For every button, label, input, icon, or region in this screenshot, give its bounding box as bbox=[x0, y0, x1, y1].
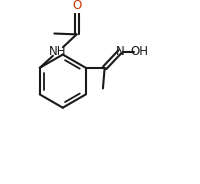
Text: OH: OH bbox=[130, 45, 148, 58]
Text: O: O bbox=[72, 0, 81, 12]
Text: NH: NH bbox=[49, 45, 66, 58]
Text: N: N bbox=[115, 45, 124, 58]
